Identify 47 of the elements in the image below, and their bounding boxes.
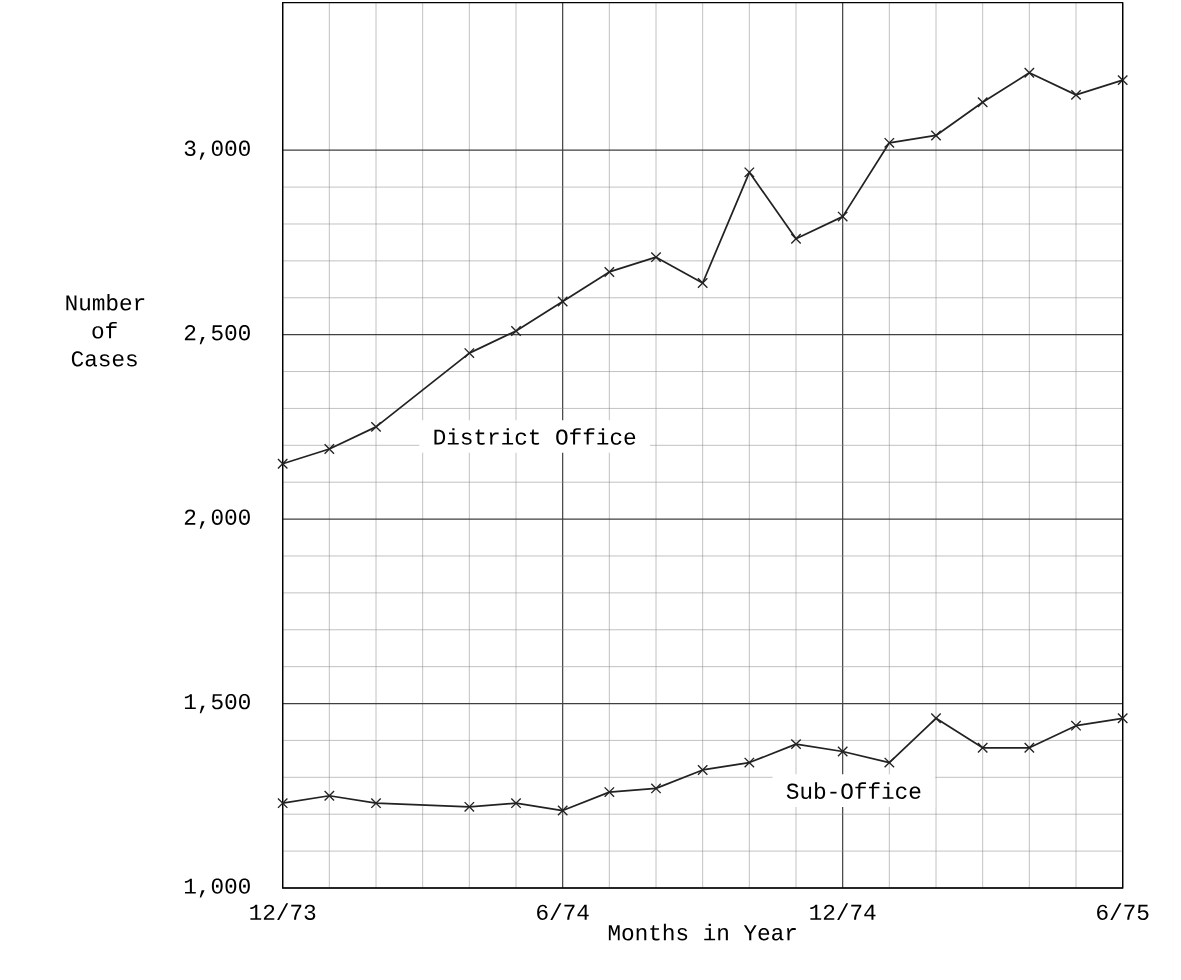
point [557, 805, 569, 816]
point [370, 421, 382, 433]
point [1070, 89, 1082, 101]
point [697, 764, 709, 776]
point [323, 443, 335, 455]
x-tick-label: 6/75 [1097, 903, 1149, 921]
series-label: District Office [434, 428, 636, 445]
x-tick-label: 12/74 [810, 903, 876, 921]
point [977, 96, 989, 108]
y-tick-label: 3,000 [184, 140, 250, 160]
y-tick-label: 2,500 [184, 325, 250, 345]
point [883, 757, 895, 768]
y-tick-label: 2,000 [184, 509, 250, 529]
point [743, 166, 755, 178]
point [743, 757, 755, 768]
point [1070, 720, 1082, 732]
x-tick-label: 12/73 [250, 903, 316, 921]
point [1023, 742, 1035, 754]
y-axis-title: Number of Cases [66, 293, 145, 367]
point [510, 325, 522, 337]
point [837, 746, 849, 757]
point [1117, 74, 1129, 86]
point [650, 251, 662, 263]
y-tick-label: 1,500 [184, 693, 250, 714]
point [837, 211, 849, 222]
y-tick-label: 1,000 [184, 878, 250, 898]
point [883, 137, 895, 149]
point [323, 790, 335, 802]
point [370, 797, 382, 809]
series-label: Sub-Office [786, 782, 921, 799]
point [697, 277, 709, 289]
point [1117, 712, 1129, 724]
point [1023, 67, 1035, 79]
point [277, 797, 289, 809]
x-axis-title: Months in Year [608, 923, 796, 941]
point [557, 296, 569, 307]
point [650, 783, 662, 794]
point [977, 742, 989, 754]
point [790, 233, 802, 245]
point [277, 458, 289, 470]
x-tick-label: 6/74 [537, 903, 589, 921]
point [790, 738, 802, 750]
point [463, 347, 475, 359]
point [510, 797, 522, 809]
point [603, 266, 615, 278]
point [463, 801, 475, 813]
point [603, 786, 615, 798]
